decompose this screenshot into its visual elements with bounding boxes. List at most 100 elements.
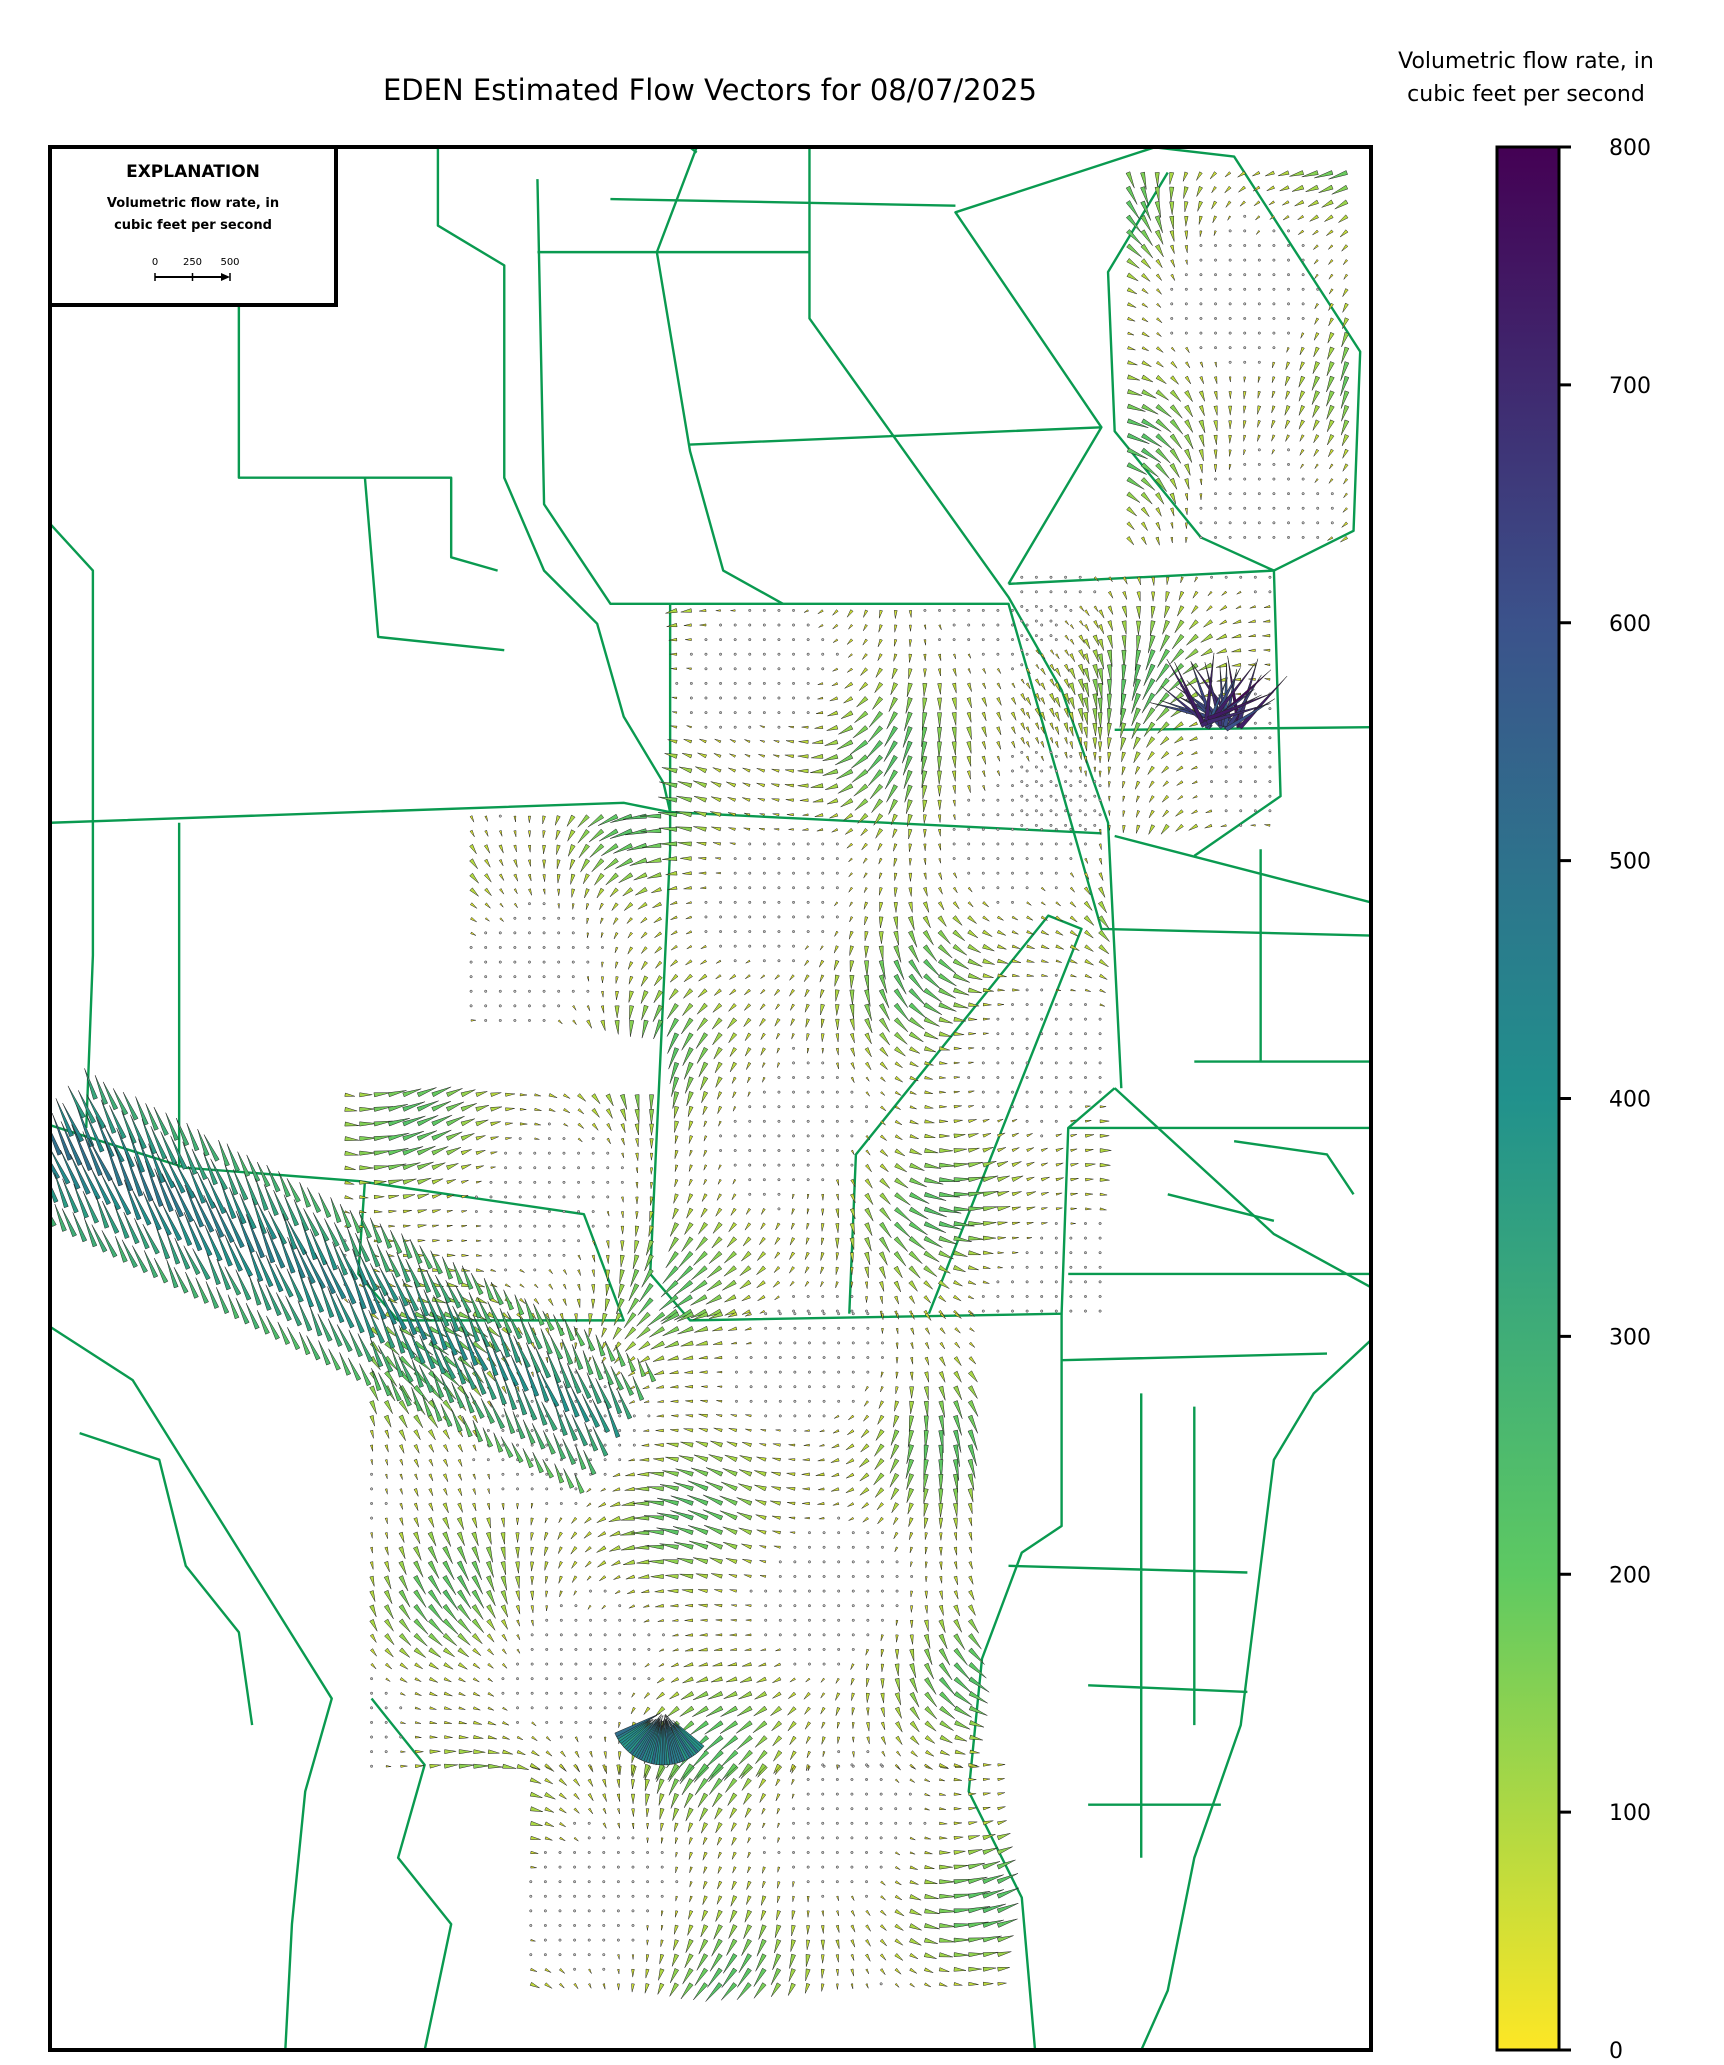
- flow-dot: [648, 1415, 650, 1417]
- flow-arrow: [774, 740, 780, 742]
- flow-arrow: [983, 1952, 998, 1957]
- flow-arrow: [745, 1033, 751, 1041]
- flow-arrow: [684, 1062, 693, 1079]
- flow-arrow: [1212, 201, 1217, 209]
- flow-dot: [778, 887, 780, 889]
- flow-arrow: [895, 1909, 904, 1916]
- flow-dot: [749, 1120, 751, 1122]
- flow-dot: [1084, 1237, 1086, 1239]
- flow-arrow: [1151, 606, 1155, 618]
- flow-dot: [808, 1590, 810, 1592]
- flow-arrow: [701, 1925, 708, 1937]
- flow-arrow: [670, 1968, 679, 1983]
- flow-arrow: [676, 1867, 678, 1873]
- flow-arrow: [851, 1954, 854, 1960]
- flow-dot: [807, 1808, 809, 1810]
- flow-dot: [528, 932, 530, 934]
- flow-dot: [1258, 536, 1260, 538]
- flow-arrow: [725, 1778, 737, 1792]
- flow-arrow: [789, 989, 794, 996]
- flow-arrow: [531, 1591, 534, 1600]
- flow-arrow: [939, 1357, 945, 1366]
- flow-dot: [1050, 620, 1052, 622]
- flow-arrow: [895, 1707, 901, 1718]
- flow-arrow: [628, 947, 633, 954]
- flow-arrow: [696, 1574, 708, 1579]
- flow-arrow: [656, 1385, 664, 1388]
- flow-arrow: [1155, 172, 1159, 186]
- flow-arrow: [955, 1750, 966, 1754]
- flow-dot: [1021, 795, 1023, 797]
- flow-arrow: [860, 1473, 869, 1481]
- flow-arrow: [378, 1346, 393, 1373]
- flow-arrow: [1098, 887, 1105, 898]
- flow-arrow: [415, 1750, 423, 1753]
- flow-arrow: [698, 857, 706, 860]
- flow-arrow: [453, 1262, 463, 1284]
- flow-dot: [749, 887, 751, 889]
- flow-arrow: [636, 1212, 639, 1219]
- flow-arrow: [531, 1547, 534, 1555]
- flow-arrow: [677, 1558, 693, 1564]
- flow-arrow: [709, 1455, 723, 1462]
- flow-arrow: [676, 827, 692, 832]
- flow-arrow: [817, 1502, 824, 1504]
- flow-arrow: [835, 990, 839, 1002]
- flow-arrow: [1085, 1178, 1093, 1181]
- flow-arrow: [1185, 245, 1188, 253]
- flow-arrow: [939, 1003, 957, 1012]
- flow-dot: [1258, 449, 1260, 451]
- flow-arrow: [938, 786, 942, 797]
- flow-arrow: [1108, 782, 1110, 788]
- flow-arrow: [865, 990, 871, 1007]
- flow-arrow: [675, 1179, 678, 1187]
- flow-arrow: [1171, 260, 1175, 268]
- flow-dot: [633, 1677, 635, 1679]
- flow-arrow: [488, 1736, 497, 1740]
- flow-arrow: [910, 1091, 917, 1094]
- flow-arrow: [953, 1489, 957, 1506]
- flow-arrow: [1107, 650, 1112, 667]
- flow-dot: [475, 1196, 477, 1198]
- flow-arrow: [531, 1372, 533, 1377]
- flow-arrow: [772, 1458, 780, 1461]
- flow-arrow: [1163, 620, 1170, 634]
- flow-arrow: [924, 1489, 929, 1504]
- flow-arrow: [793, 1882, 795, 1888]
- flow-arrow: [849, 1517, 854, 1520]
- flow-arrow: [894, 888, 897, 897]
- flow-arrow: [528, 1322, 542, 1350]
- flow-dot: [1084, 799, 1086, 801]
- flow-dot: [385, 1721, 387, 1723]
- flow-arrow: [627, 1590, 635, 1594]
- flow-arrow: [924, 1678, 936, 1695]
- flow-dot: [823, 1313, 825, 1315]
- flow-arrow: [1050, 679, 1055, 686]
- flow-arrow: [558, 1532, 563, 1540]
- flow-arrow: [472, 1547, 480, 1563]
- flow-dot: [822, 916, 824, 918]
- flow-arrow: [1343, 449, 1349, 458]
- flow-arrow: [1265, 171, 1274, 176]
- flow-arrow: [487, 1605, 496, 1619]
- flow-arrow: [968, 916, 977, 924]
- flow-arrow: [488, 1692, 494, 1696]
- flow-dot: [1317, 522, 1319, 524]
- flow-arrow: [684, 739, 692, 743]
- flow-arrow: [697, 1003, 707, 1014]
- flow-arrow: [775, 1649, 780, 1651]
- flow-arrow: [485, 888, 492, 896]
- flow-arrow: [658, 1983, 664, 1994]
- flow-arrow: [1272, 435, 1276, 441]
- flow-dot: [1055, 872, 1057, 874]
- flow-dot: [504, 1240, 506, 1242]
- flow-arrow: [1155, 201, 1161, 218]
- flow-arrow: [792, 1779, 795, 1785]
- flow-arrow: [617, 1809, 619, 1815]
- flow-dot: [534, 1210, 536, 1212]
- flow-dot: [1099, 1281, 1101, 1283]
- flow-arrow: [836, 1034, 839, 1042]
- flow-arrow: [954, 1077, 960, 1079]
- flow-dot: [587, 990, 589, 992]
- flow-arrow: [969, 1357, 976, 1365]
